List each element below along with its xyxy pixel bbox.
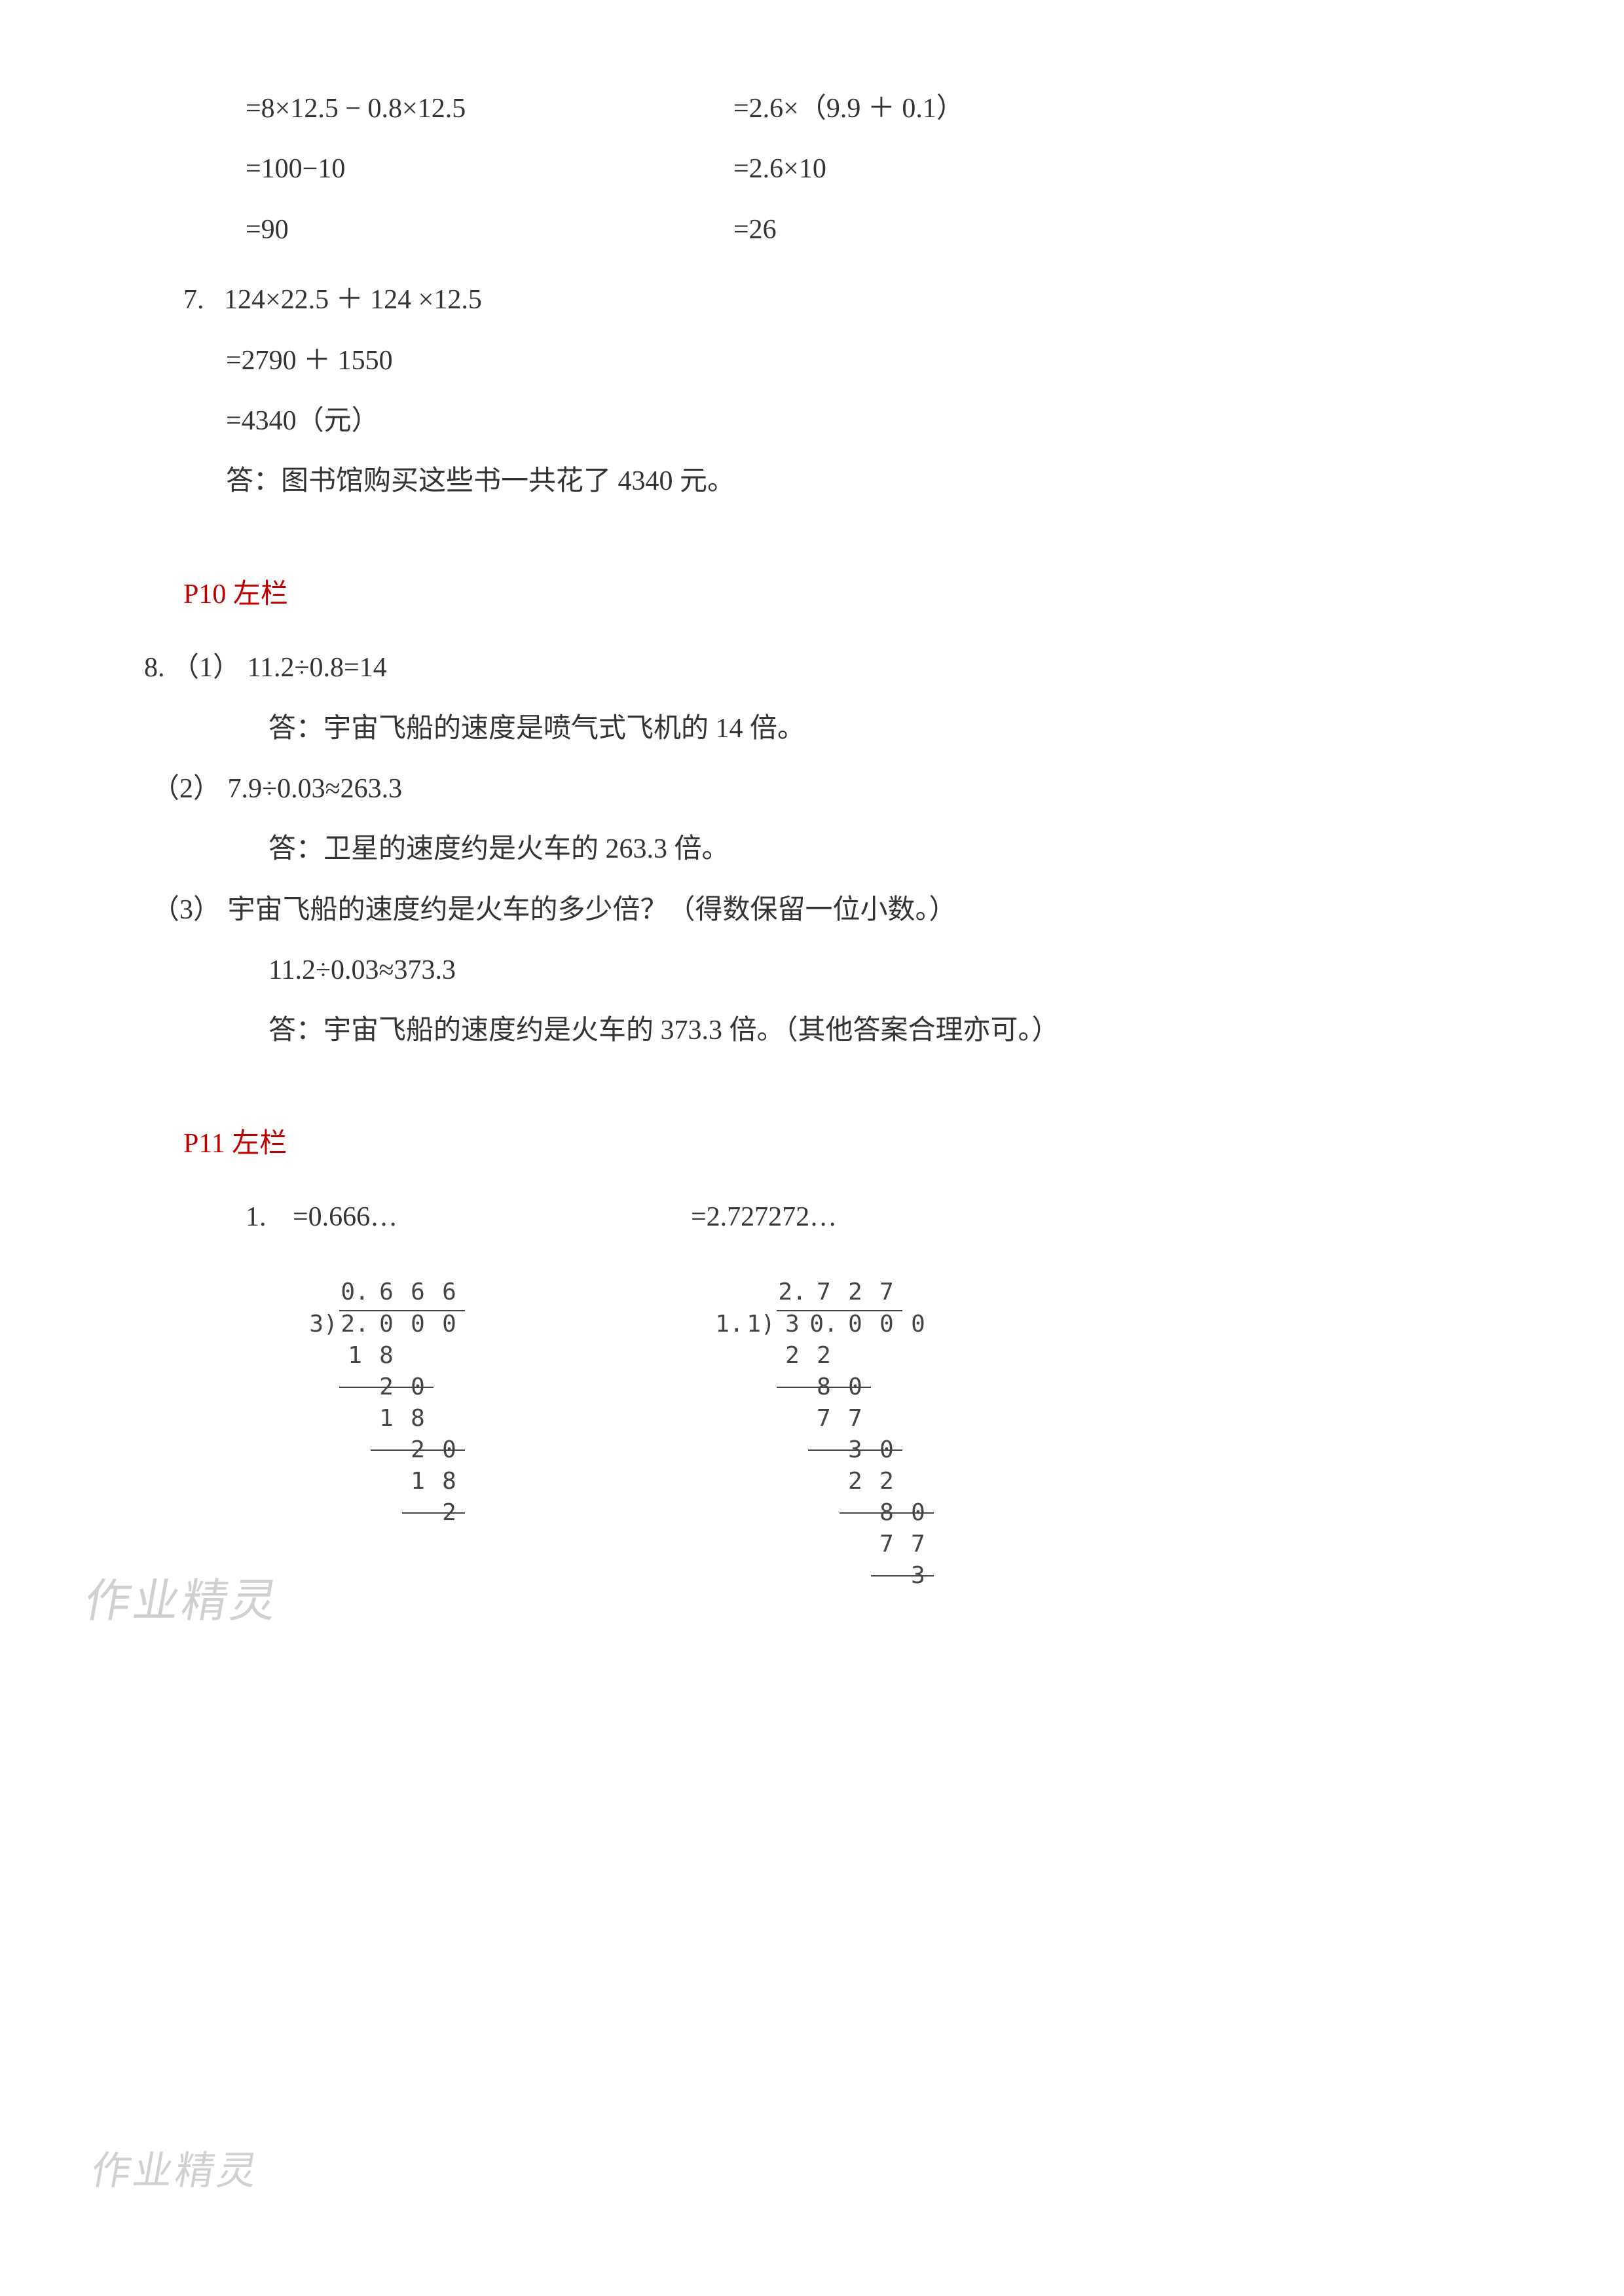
ld1-d-2: 0 <box>402 1307 434 1342</box>
ld1-s3a: 1 <box>402 1464 434 1499</box>
problem-8-part2-answer: 答：卫星的速度约是火车的 263.3 倍。 <box>268 819 1519 879</box>
ld1-b1b: 0 <box>402 1370 434 1405</box>
problem-8-part1-answer: 答：宇宙飞船的速度是喷气式飞机的 14 倍。 <box>268 699 1519 759</box>
problem-7-answer: 答：图书馆购买这些书一共花了 4340 元。 <box>190 451 1519 511</box>
page-content: =8×12.5 − 0.8×12.5 =2.6×（9.9 ＋ 0.1） =100… <box>210 79 1519 1592</box>
ld2-d-3: 0 <box>871 1307 902 1342</box>
problem-7-step-1: =2790 ＋ 1550 <box>190 331 1519 391</box>
problem-8-part2-calc: 7.9÷0.03≈263.3 <box>228 774 403 804</box>
ld1-d-3: 0 <box>434 1307 465 1342</box>
calc-right-line-3: =26 <box>733 200 1257 260</box>
watermark-2: 作业精灵 <box>84 2128 267 2214</box>
long-division-block: 0. 6 6 6 3) 2. 0 0 0 <box>210 1261 1519 1592</box>
ld1-d-0: 2. <box>339 1307 371 1342</box>
ld1-s2a: 1 <box>371 1401 402 1436</box>
ld2-s4b: 7 <box>902 1527 934 1562</box>
ld2-s1a: 2 <box>777 1338 808 1374</box>
ld2-d-4: 0 <box>902 1307 934 1342</box>
ld2-divisor-1: 1. <box>714 1307 745 1342</box>
long-division-1: 0. 6 6 6 3) 2. 0 0 0 <box>262 1261 622 1592</box>
ld2-d-2: 0 <box>840 1307 871 1342</box>
top-calc-block: =8×12.5 − 0.8×12.5 =2.6×（9.9 ＋ 0.1） =100… <box>210 79 1519 260</box>
ld1-s1b: 8 <box>371 1338 402 1374</box>
ld2-b2a: 3 <box>840 1432 871 1468</box>
problem-7-expr: 124×22.5 ＋ 124 ×12.5 <box>224 285 482 315</box>
ld2-b1b: 0 <box>840 1370 871 1405</box>
problem-8-part3-calc: 11.2÷0.03≈373.3 <box>268 940 1519 1000</box>
ld1-q-0: 0. <box>339 1275 371 1310</box>
ld1-q-1: 6 <box>371 1275 402 1310</box>
ld1-q-3: 6 <box>434 1275 465 1310</box>
problem-7: 7. 124×22.5 ＋ 124 ×12.5 =2790 ＋ 1550 =43… <box>183 270 1519 512</box>
ld2-b2b: 0 <box>871 1432 902 1468</box>
ld2-s4a: 7 <box>871 1527 902 1562</box>
ld2-s2b: 7 <box>840 1401 871 1436</box>
ld2-q-0: 2. <box>777 1275 808 1310</box>
ld1-s2b: 8 <box>402 1401 434 1436</box>
calc-left-line-3: =90 <box>210 200 733 260</box>
calc-left-line-1: =8×12.5 − 0.8×12.5 <box>210 79 733 139</box>
ld2-q-3: 7 <box>871 1275 902 1310</box>
calc-right-line-2: =2.6×10 <box>733 139 1257 199</box>
problem-1-left: =0.666… <box>293 1202 397 1232</box>
problem-8-part1-calc: 11.2÷0.8=14 <box>248 653 387 683</box>
ld1-s1a: 1 <box>339 1338 371 1374</box>
problem-8-part3-question: 宇宙飞船的速度约是火车的多少倍？（得数保留一位小数。） <box>228 895 957 925</box>
ld2-q-1: 7 <box>808 1275 840 1310</box>
ld2-s2a: 7 <box>808 1401 840 1436</box>
ld2-s3b: 2 <box>871 1464 902 1499</box>
problem-1-num: 1. <box>246 1202 267 1232</box>
ld1-d-1: 0 <box>371 1307 402 1342</box>
section-p10-header: P10 左栏 <box>183 564 1519 625</box>
ld2-s3a: 2 <box>840 1464 871 1499</box>
ld2-b1a: 8 <box>808 1370 840 1405</box>
problem-7-step-2: =4340（元） <box>190 391 1519 451</box>
problem-7-num: 7. <box>183 285 204 315</box>
calc-right-line-1: =2.6×（9.9 ＋ 0.1） <box>733 79 1257 139</box>
problem-8-part2-label: （2） <box>152 774 221 804</box>
problem-1-right: =2.727272… <box>691 1187 1136 1247</box>
ld1-rem: 2 <box>434 1495 465 1531</box>
problem-8: 8. （1） 11.2÷0.8=14 答：宇宙飞船的速度是喷气式飞机的 14 倍… <box>144 638 1519 1061</box>
ld1-b2b: 0 <box>434 1432 465 1468</box>
long-division-2: 2. 7 2 7 1. 1) 3 0. 0 <box>714 1261 1074 1592</box>
ld1-divisor: 3) <box>308 1307 339 1342</box>
problem-1-results: 1. =0.666… =2.727272… <box>210 1187 1519 1247</box>
ld2-rem: 3 <box>902 1558 934 1594</box>
problem-8-part3-answer: 答：宇宙飞船的速度约是火车的 373.3 倍。（其他答案合理亦可。） <box>268 1000 1519 1061</box>
ld2-q-2: 2 <box>840 1275 871 1310</box>
ld1-q-2: 6 <box>402 1275 434 1310</box>
ld2-divisor-2: 1) <box>745 1307 777 1342</box>
ld1-b1a: 2 <box>371 1370 402 1405</box>
problem-8-part3-label: （3） <box>152 895 221 925</box>
ld1-b2a: 2 <box>402 1432 434 1468</box>
problem-8-part1-label: （1） <box>172 653 240 683</box>
ld1-s3b: 8 <box>434 1464 465 1499</box>
problem-8-num: 8. <box>144 653 165 683</box>
section-p11-header: P11 左栏 <box>183 1114 1519 1174</box>
calc-left-line-2: =100−10 <box>210 139 733 199</box>
ld2-d-1: 0. <box>808 1307 840 1342</box>
ld2-b3b: 0 <box>902 1495 934 1531</box>
ld2-s1b: 2 <box>808 1338 840 1374</box>
ld2-d-0: 3 <box>777 1307 808 1342</box>
ld2-b3a: 8 <box>871 1495 902 1531</box>
